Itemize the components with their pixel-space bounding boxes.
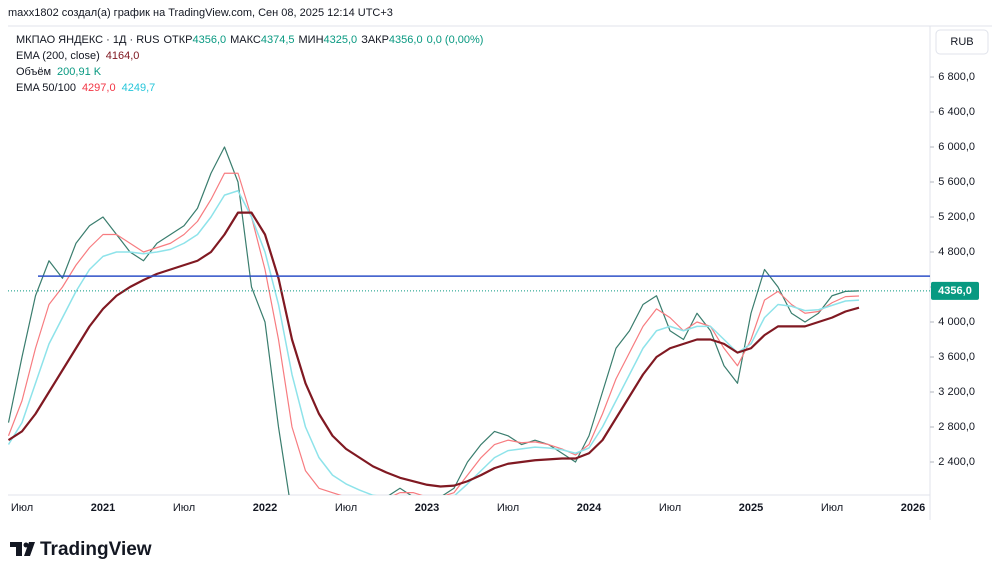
y-tick-label: 6 800,0	[938, 71, 975, 83]
currency-button[interactable]	[935, 29, 989, 55]
x-tick-label: 2022	[253, 502, 277, 514]
legend-text: МКПАО ЯНДЕКС · 1Д · RUS	[16, 34, 159, 46]
header: maxx1802 создал(а) график на TradingView…	[8, 7, 393, 19]
y-tick-label: 5 200,0	[938, 211, 975, 223]
y-tick-label: 4 800,0	[938, 246, 975, 258]
legend-row: Объём 200,91 K	[16, 66, 102, 78]
legend-text: 4356,0	[389, 34, 423, 46]
x-tick-label: 2024	[577, 502, 602, 514]
series-line	[8, 211, 860, 488]
legend-text: 4164,0	[106, 50, 140, 62]
x-tick-label: Июл	[821, 502, 843, 514]
legend-text: 4325,0	[324, 34, 358, 46]
brand: TradingView	[40, 539, 152, 560]
x-tick-label: Июл	[11, 502, 33, 514]
legend-text: ОТКР	[163, 34, 192, 46]
y-tick-label: 6 000,0	[938, 141, 975, 153]
legend-text: МИН	[299, 34, 324, 46]
logo: TradingView	[10, 539, 152, 560]
y-tick-label: 2 400,0	[938, 456, 975, 468]
legend-text: 4249,7	[122, 82, 156, 94]
legend-text: 4297,0	[82, 82, 116, 94]
legend-text: 4356,0	[192, 34, 226, 46]
y-tick-label: 6 400,0	[938, 106, 975, 118]
series-line	[8, 172, 860, 495]
legend-text: 4374,5	[261, 34, 295, 46]
last-price-tag	[931, 281, 979, 300]
x-tick-label: Июл	[497, 502, 519, 514]
legend-text: EMA 50/100	[16, 82, 76, 94]
x-tick-label: Июл	[335, 502, 357, 514]
y-tick-label: 3 600,0	[938, 351, 975, 363]
y-tick-label: 5 600,0	[938, 176, 975, 188]
x-tick-label: Июл	[659, 502, 681, 514]
series-line	[8, 146, 860, 495]
y-tick-label: 4 000,0	[938, 316, 975, 328]
legend-text: 200,91 K	[57, 66, 102, 78]
x-tick-label: Июл	[173, 502, 195, 514]
legend-text: EMA (200, close)	[16, 50, 100, 62]
y-tick-label: 2 800,0	[938, 421, 975, 433]
legend-text: ЗАКР	[361, 34, 389, 46]
x-tick-label: 2026	[901, 502, 925, 514]
legend-row: EMA 50/100 4297,0 4249,7	[16, 82, 155, 94]
legend-text: МАКС	[230, 34, 261, 46]
currency[interactable]: RUB	[950, 36, 973, 48]
x-tick-label: 2021	[91, 502, 115, 514]
legend-text: 0,0 (0,00%)	[427, 34, 484, 46]
legend-row: МКПАО ЯНДЕКС · 1Д · RUS ОТКР4356,0 МАКС437…	[16, 34, 483, 46]
last-price-label: 4356,0	[938, 285, 972, 297]
y-tick-label: 3 200,0	[938, 386, 975, 398]
x-tick-label: 2023	[415, 502, 439, 514]
x-tick-label: 2025	[739, 502, 763, 514]
series-line	[8, 189, 860, 495]
legend-text: Объём	[16, 66, 51, 78]
legend-row: EMA (200, close) 4164,0	[16, 50, 139, 62]
